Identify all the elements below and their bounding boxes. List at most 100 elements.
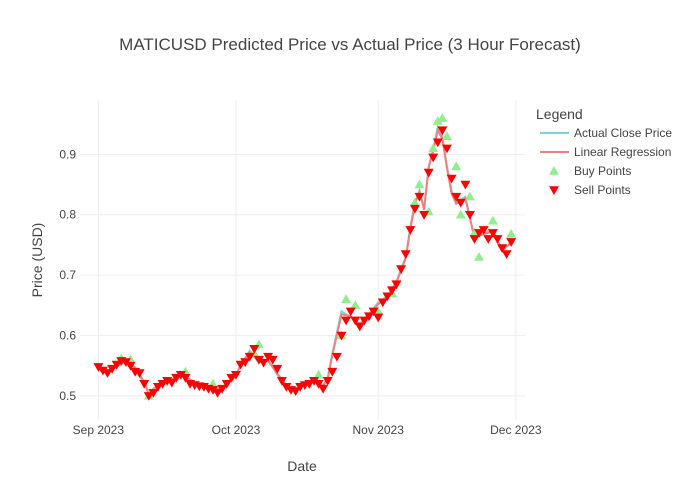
- sell-point-marker: [336, 331, 347, 341]
- sell-point-marker: [396, 265, 407, 275]
- sell-point-marker: [373, 313, 384, 323]
- sell-point-marker: [469, 235, 480, 244]
- sell-point-marker: [414, 192, 425, 202]
- sell-point-marker: [290, 387, 301, 396]
- sell-point-marker: [350, 316, 361, 326]
- buy-point-marker: [474, 252, 485, 261]
- sell-point-marker: [483, 235, 494, 244]
- buy-point-marker: [469, 227, 480, 237]
- sell-point-marker: [460, 180, 471, 190]
- x-tick-label: Oct 2023: [212, 423, 261, 437]
- marker-layer: [93, 113, 517, 401]
- legend-item-linear-regression[interactable]: Linear Regression: [540, 145, 671, 159]
- sell-point-marker: [423, 168, 434, 178]
- legend-item-buy-points[interactable]: Buy Points: [549, 164, 631, 178]
- sell-point-marker: [391, 280, 402, 290]
- buy-point-marker: [451, 161, 462, 171]
- sell-point-marker: [501, 250, 512, 259]
- sell-point-marker: [492, 235, 503, 244]
- sell-point-marker: [506, 238, 517, 247]
- legend-label: Actual Close Price: [574, 126, 672, 140]
- sell-point-marker: [478, 226, 489, 235]
- sell-point-marker: [432, 138, 443, 148]
- buy-point-marker: [437, 113, 448, 122]
- sell-point-marker: [263, 352, 274, 362]
- sell-point-marker: [382, 292, 393, 302]
- sell-point-marker: [258, 358, 269, 368]
- sell-point-marker: [166, 378, 177, 388]
- legend: Legend Actual Close Price Linear Regressi…: [536, 106, 672, 197]
- buy-point-marker: [506, 229, 517, 238]
- sell-point-marker: [231, 371, 241, 380]
- sell-point-marker: [405, 226, 416, 235]
- buy-point-marker: [373, 306, 384, 316]
- buy-point-marker: [455, 209, 466, 219]
- sell-point-marker: [419, 211, 430, 220]
- sell-point-marker: [107, 364, 118, 374]
- sell-point-marker: [497, 244, 508, 253]
- sell-point-marker: [359, 316, 370, 326]
- sell-point-marker: [428, 153, 439, 163]
- sell-point-marker: [368, 307, 379, 317]
- sell-point-marker: [253, 355, 264, 365]
- legend-item-sell-points[interactable]: Sell Points: [549, 183, 631, 197]
- sell-point-marker: [102, 369, 113, 378]
- sell-point-marker: [309, 377, 319, 386]
- x-axis-title: Date: [287, 458, 317, 474]
- x-tick-label: Sep 2023: [73, 423, 125, 437]
- sell-point-marker: [446, 174, 457, 184]
- sell-point-marker: [134, 369, 145, 378]
- sell-point-marker: [180, 374, 191, 383]
- legend-item-actual-close-price[interactable]: Actual Close Price: [540, 126, 672, 140]
- sell-point-marker: [474, 229, 485, 238]
- sell-point-marker: [322, 377, 333, 386]
- sell-point-marker: [377, 298, 388, 308]
- sell-point-marker: [249, 345, 260, 354]
- sell-point-marker: [387, 286, 397, 296]
- sell-point-marker: [244, 352, 255, 362]
- sell-point-marker: [212, 389, 223, 398]
- sell-point-marker: [455, 198, 466, 208]
- sell-point-marker: [331, 352, 342, 362]
- y-tick-label: 0.6: [59, 328, 76, 342]
- y-axis-title: Price (USD): [29, 223, 45, 298]
- buy-point-marker: [487, 215, 498, 225]
- sell-point-marker: [327, 367, 338, 377]
- legend-title: Legend: [536, 106, 583, 122]
- sell-point-marker: [139, 380, 150, 389]
- sell-point-marker: [153, 383, 163, 392]
- sell-point-marker: [226, 374, 237, 383]
- sell-point-marker: [276, 377, 287, 386]
- sell-point-marker: [148, 389, 159, 398]
- sell-point-marker: [313, 380, 324, 389]
- y-tick-label: 0.7: [59, 268, 76, 282]
- buy-point-marker: [432, 116, 443, 125]
- legend-label: Linear Regression: [574, 145, 671, 159]
- x-tick-label: Dec 2023: [490, 423, 542, 437]
- sell-point-marker: [442, 144, 452, 154]
- sell-point-marker: [120, 358, 131, 367]
- y-tick-label: 0.9: [59, 147, 76, 161]
- sell-point-marker: [125, 361, 136, 371]
- legend-label: Sell Points: [574, 183, 631, 197]
- buy-point-marker: [341, 294, 352, 303]
- sell-point-marker: [345, 307, 356, 317]
- sell-point-marker: [171, 374, 182, 383]
- sell-point-marker: [208, 386, 218, 395]
- buy-point-marker: [464, 191, 475, 201]
- sell-point-marker: [464, 211, 475, 220]
- buy-point-marker: [428, 143, 439, 153]
- sell-point-marker: [175, 371, 186, 380]
- sell-point-marker: [304, 380, 315, 389]
- legend-label: Buy Points: [574, 164, 631, 178]
- sell-point-marker: [400, 250, 411, 259]
- sell-point-marker: [341, 316, 352, 326]
- buy-point-marker: [350, 300, 361, 309]
- sell-point-marker: [143, 392, 154, 401]
- legend-triangle-up-swatch: [549, 166, 559, 175]
- sell-point-marker: [267, 355, 278, 365]
- sell-point-marker: [221, 380, 232, 389]
- sell-point-marker: [240, 358, 251, 367]
- sell-point-marker: [97, 366, 108, 376]
